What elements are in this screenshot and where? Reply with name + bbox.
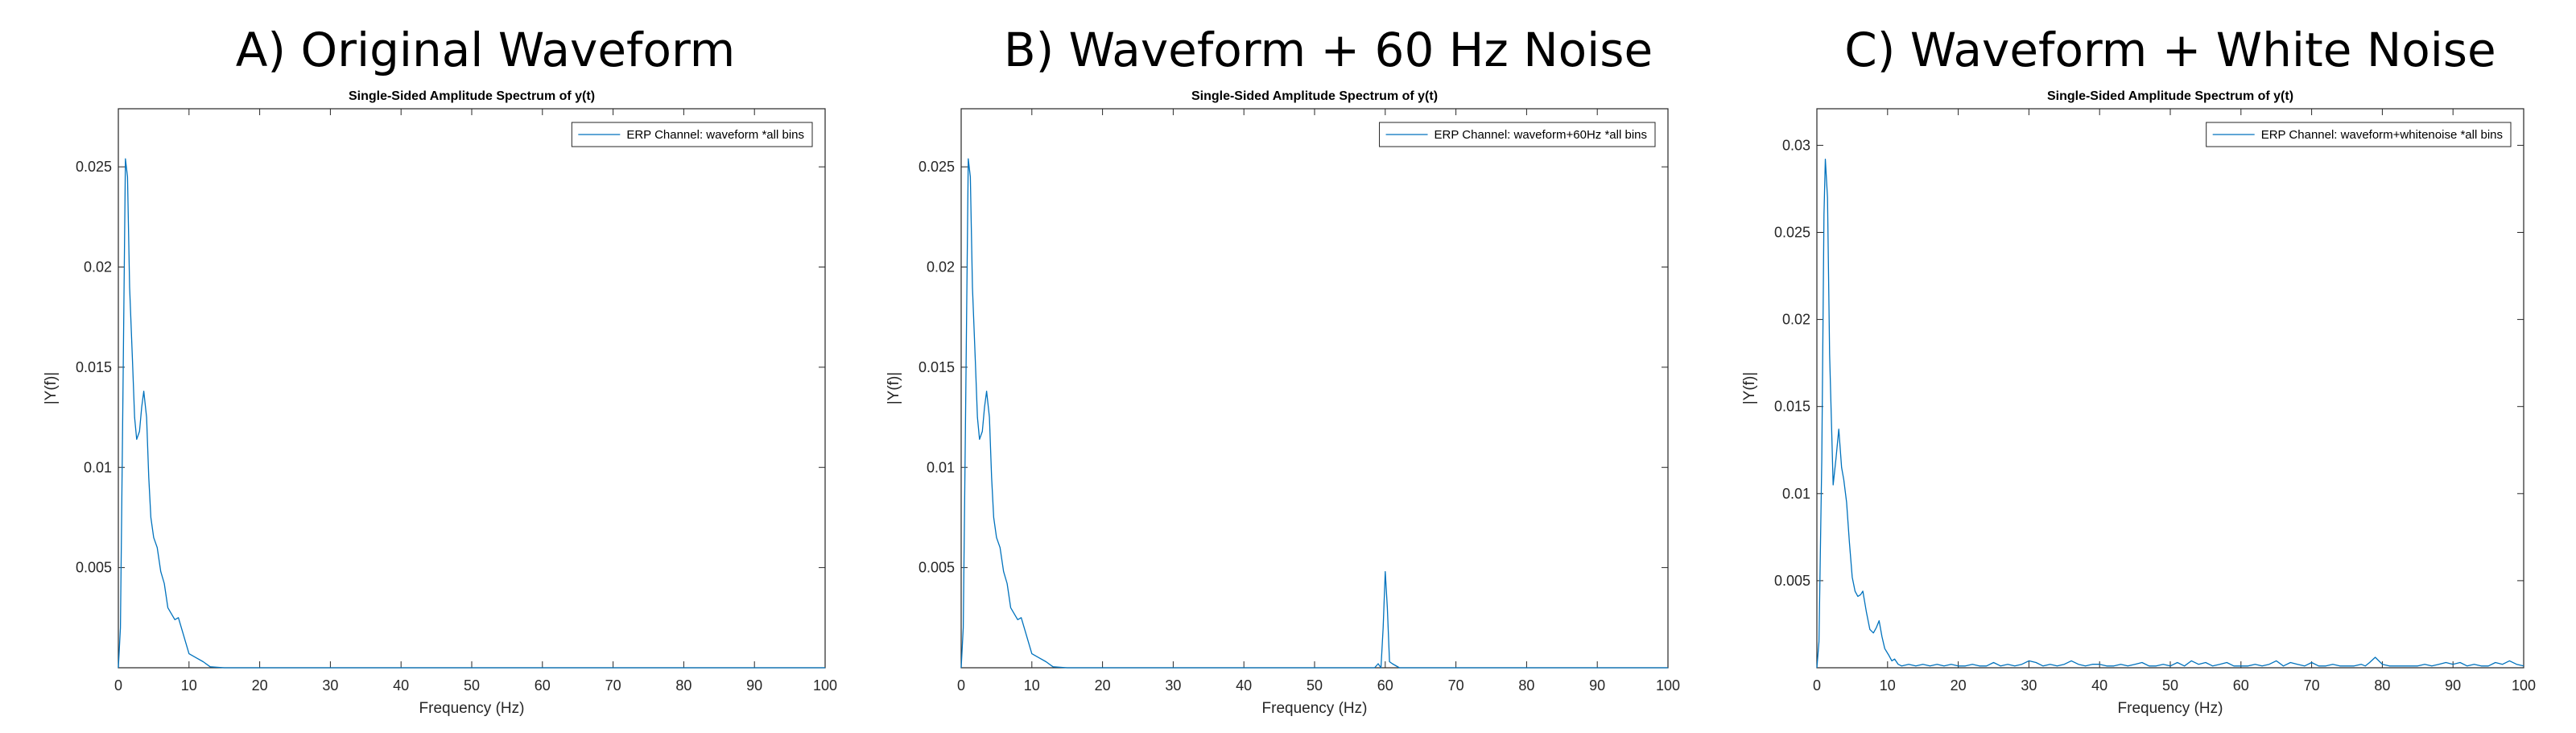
x-tick-label: 40 <box>1236 677 1252 694</box>
y-tick-label: 0.01 <box>84 459 112 475</box>
legend-label: ERP Channel: waveform+60Hz *all bins <box>1435 128 1647 142</box>
x-tick-label: 70 <box>605 677 621 694</box>
x-tick-label: 90 <box>1589 677 1605 694</box>
legend-label: ERP Channel: waveform *all bins <box>626 128 804 142</box>
y-axis-label: |Y(f)| <box>886 372 902 404</box>
y-axis-label: |Y(f)| <box>1741 372 1758 404</box>
x-tick-label: 60 <box>535 677 551 694</box>
axes-title: Single-Sided Amplitude Spectrum of y(t) <box>349 89 595 103</box>
x-tick-label: 0 <box>957 677 965 694</box>
x-tick-label: 30 <box>2021 677 2037 694</box>
y-tick-label: 0.005 <box>919 560 955 576</box>
x-tick-label: 50 <box>2162 677 2178 694</box>
y-tick-label: 0.02 <box>927 259 955 275</box>
x-tick-label: 20 <box>252 677 268 694</box>
legend-label: ERP Channel: waveform+whitenoise *all bi… <box>2261 128 2503 142</box>
x-tick-label: 80 <box>2374 677 2390 694</box>
y-tick-label: 0.03 <box>1782 137 1810 153</box>
legend[interactable]: ERP Channel: waveform+60Hz *all bins <box>1379 122 1656 147</box>
spectrum-line <box>960 158 1668 669</box>
axes-title: Single-Sided Amplitude Spectrum of y(t) <box>1191 89 1438 103</box>
y-tick-label: 0.01 <box>927 459 955 475</box>
panel-title: B) Waveform + 60 Hz Noise <box>1004 23 1653 77</box>
legend[interactable]: ERP Channel: waveform *all bins <box>571 122 813 147</box>
y-tick-label: 0.015 <box>919 359 955 375</box>
spectrum-line <box>118 158 825 669</box>
legend[interactable]: ERP Channel: waveform+whitenoise *all bi… <box>2206 122 2512 147</box>
legend-box <box>2206 122 2512 147</box>
y-tick-label: 0.015 <box>76 359 112 375</box>
x-tick-label: 20 <box>1095 677 1111 694</box>
panel-title: A) Original Waveform <box>236 23 736 77</box>
x-tick-label: 0 <box>114 677 122 694</box>
x-tick-label: 60 <box>1377 677 1393 694</box>
y-tick-label: 0.015 <box>1774 399 1810 415</box>
x-tick-label: 80 <box>1518 677 1534 694</box>
axes-box <box>1816 108 2524 669</box>
y-tick-label: 0.025 <box>1774 225 1810 241</box>
axes-box <box>118 108 826 669</box>
x-axis-label: Frequency (Hz) <box>419 700 525 717</box>
x-tick-label: 70 <box>1448 677 1464 694</box>
x-tick-label: 90 <box>746 677 762 694</box>
y-tick-label: 0.02 <box>1782 312 1810 328</box>
x-tick-label: 90 <box>2445 677 2461 694</box>
y-tick-label: 0.005 <box>76 560 112 576</box>
x-tick-label: 40 <box>2091 677 2107 694</box>
x-tick-label: 10 <box>1880 677 1896 694</box>
x-tick-label: 50 <box>1307 677 1323 694</box>
x-tick-label: 80 <box>675 677 691 694</box>
x-tick-label: 100 <box>2512 677 2536 694</box>
x-tick-label: 20 <box>1951 677 1967 694</box>
chart-panel-0: A) Original Waveform Single-Sided Amplitu… <box>43 23 837 717</box>
y-tick-label: 0.025 <box>76 159 112 175</box>
chart-panel-2: C) Waveform + White Noise Single-Sided Am… <box>1741 23 2536 717</box>
x-tick-label: 30 <box>1165 677 1181 694</box>
x-axis-label: Frequency (Hz) <box>1262 700 1368 717</box>
y-tick-label: 0.02 <box>84 259 112 275</box>
x-tick-label: 50 <box>464 677 480 694</box>
x-tick-label: 0 <box>1813 677 1821 694</box>
x-tick-label: 70 <box>2304 677 2320 694</box>
chart-panel-1: B) Waveform + 60 Hz Noise Single-Sided Am… <box>886 23 1680 717</box>
x-tick-label: 10 <box>1024 677 1040 694</box>
x-tick-label: 30 <box>322 677 338 694</box>
axes-title: Single-Sided Amplitude Spectrum of y(t) <box>2047 89 2293 103</box>
axes-box <box>960 108 1669 669</box>
y-tick-label: 0.005 <box>1774 573 1810 589</box>
y-tick-label: 0.01 <box>1782 486 1810 502</box>
y-axis-label: |Y(f)| <box>43 372 60 404</box>
x-tick-label: 10 <box>181 677 197 694</box>
x-axis-label: Frequency (Hz) <box>2118 700 2223 717</box>
x-tick-label: 100 <box>1656 677 1680 694</box>
x-tick-label: 40 <box>393 677 409 694</box>
x-tick-label: 60 <box>2233 677 2249 694</box>
x-tick-label: 100 <box>813 677 837 694</box>
spectrum-line <box>1816 159 2524 669</box>
panel-title: C) Waveform + White Noise <box>1844 23 2496 77</box>
y-tick-label: 0.025 <box>919 159 955 175</box>
